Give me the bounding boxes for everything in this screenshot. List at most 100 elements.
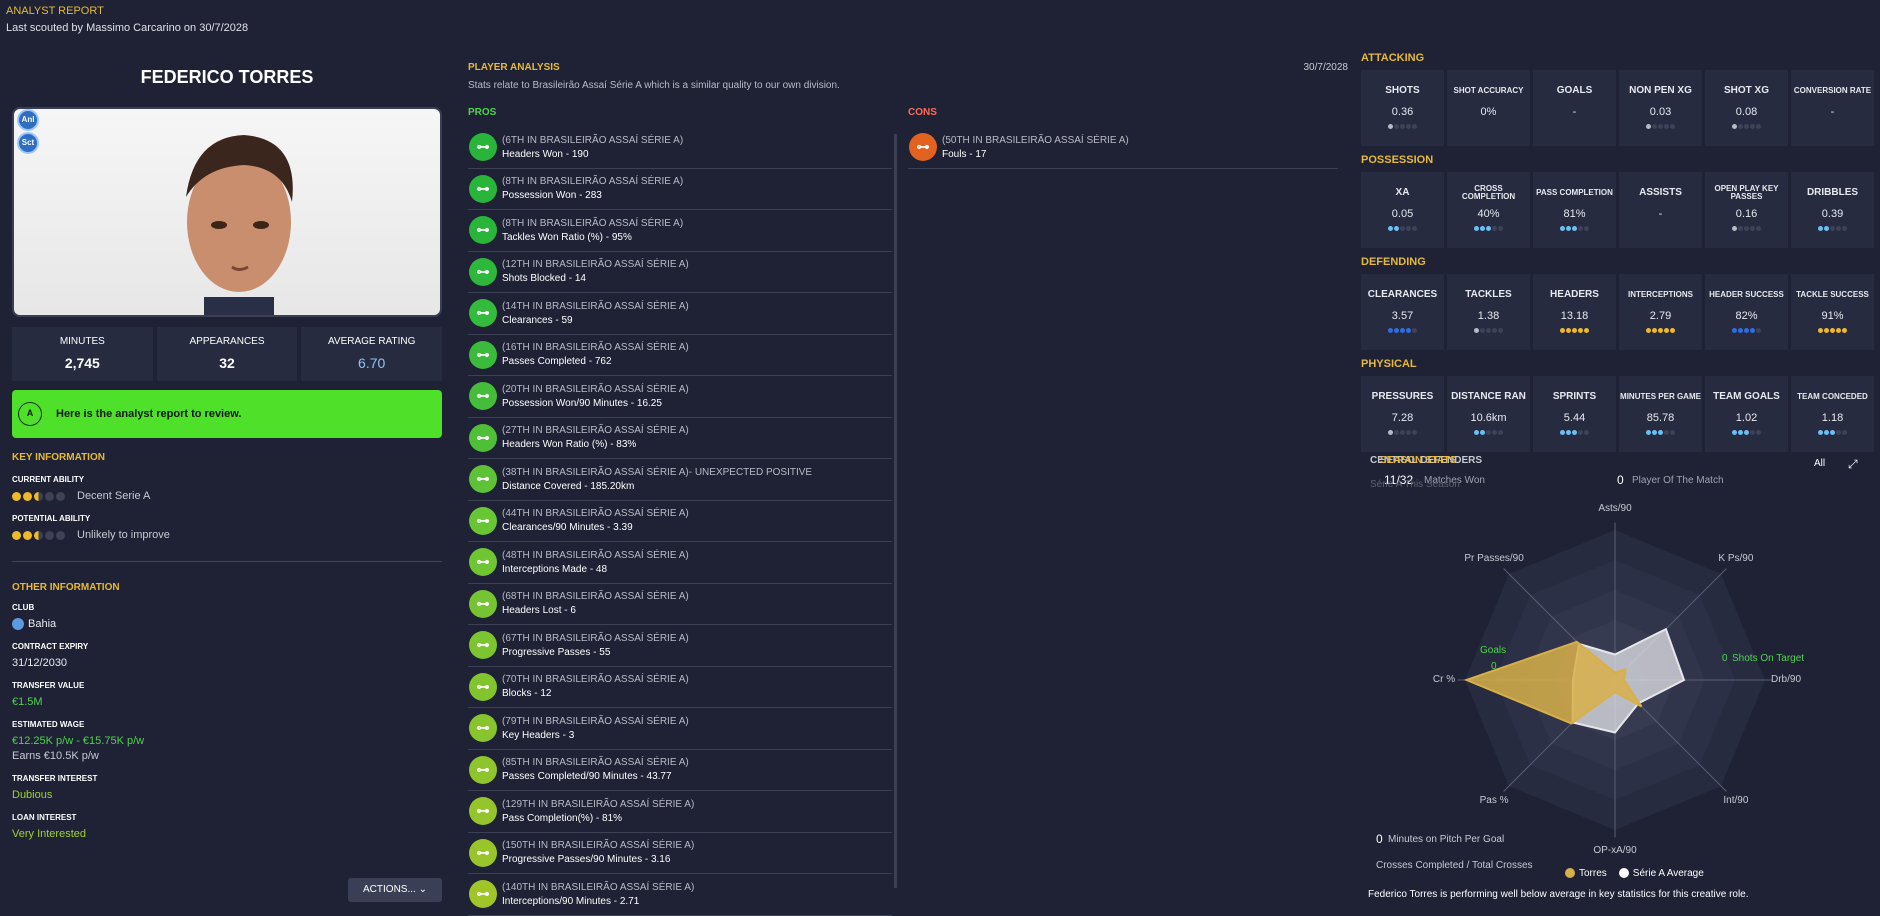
pro-row[interactable]: ⊶ (38TH IN BRASILEIRÃO ASSAÍ SÉRIE A)- UN… [468,459,892,501]
row-rank: (67TH IN BRASILEIRÃO ASSAÍ SÉRIE A) [502,632,689,644]
stat-card[interactable]: DRIBBLES 0.39 [1791,172,1874,248]
legend-player: Torres [1565,868,1607,879]
stat-card[interactable]: HEADER SUCCESS 82% [1705,274,1788,350]
shots-on-target-label: Shots On Target [1732,653,1805,664]
stat-card[interactable]: TEAM CONCEDED 1.18 [1791,376,1874,452]
loan-interest-value: Very Interested [12,828,86,841]
radar-axis-label: Drb/90 [1770,674,1801,685]
stat-card-value: 0.16 [1735,208,1758,220]
pro-row[interactable]: ⊶ (6TH IN BRASILEIRÃO ASSAÍ SÉRIE A) Heade… [468,127,892,169]
scout-badge[interactable]: Sct [17,132,39,154]
stat-card-label: DISTANCE RAN [1451,390,1526,402]
stat-card[interactable]: HEADERS 13.18 [1533,274,1616,350]
pro-row[interactable]: ⊶ (12TH IN BRASILEIRÃO ASSAÍ SÉRIE A) Shot… [468,252,892,293]
stat-positive-icon: ⊶ [469,133,497,162]
stat-card[interactable]: SHOTS 0.36 [1361,70,1444,146]
pro-row[interactable]: ⊶ (129TH IN BRASILEIRÃO ASSAÍ SÉRIE A) Pas… [468,791,892,833]
pro-row[interactable]: ⊶ (8TH IN BRASILEIRÃO ASSAÍ SÉRIE A) Posse… [468,169,892,210]
pro-row[interactable]: ⊶ (85TH IN BRASILEIRÃO ASSAÍ SÉRIE A) Pass… [468,750,892,791]
stat-card[interactable]: MINUTES PER GAME 85.78 [1619,376,1702,452]
stat-card[interactable]: XA 0.05 [1361,172,1444,248]
row-rank: (8TH IN BRASILEIRÃO ASSAÍ SÉRIE A) [502,217,684,229]
stat-card[interactable]: TACKLES 1.38 [1447,274,1530,350]
stat-card[interactable]: GOALS - [1533,70,1616,146]
filter-dropdown[interactable]: All [1814,458,1826,469]
row-rank: (50TH IN BRASILEIRÃO ASSAÍ SÉRIE A) [942,134,1129,146]
expand-icon[interactable]: ⤢ [1848,457,1858,471]
contract-value: 31/12/2030 [12,657,68,670]
cons-title: CONS [908,107,937,118]
club-label: CLUB [12,603,35,612]
pro-row[interactable]: ⊶ (27TH IN BRASILEIRÃO ASSAÍ SÉRIE A) Head… [468,418,892,459]
con-row[interactable]: ⊶ (50TH IN BRASILEIRÃO ASSAÍ SÉRIE A) Foul… [908,127,1338,169]
key-info-title: KEY INFORMATION [12,452,105,463]
stat-cards: ATTACKING SHOTS 0.36 SHOT ACCURACY 0% GOALS - N… [1361,52,1875,460]
current-ability-stars [12,491,65,501]
stat-card[interactable]: SHOT ACCURACY 0% [1447,70,1530,146]
stat-card[interactable]: INTERCEPTIONS 2.79 [1619,274,1702,350]
stat-card[interactable]: OPEN PLAY KEY PASSES 0.16 [1705,172,1788,248]
stat-card[interactable]: TEAM GOALS 1.02 [1705,376,1788,452]
actions-button[interactable]: ACTIONS... ⌄ [348,878,442,902]
stat-card-label: MINUTES PER GAME [1620,391,1701,401]
stat-card-label: SHOT ACCURACY [1453,85,1524,95]
stat-card-label: TACKLE SUCCESS [1796,289,1869,299]
stat-positive-icon: ⊶ [469,257,497,286]
stat-card[interactable]: SHOT XG 0.08 [1705,70,1788,146]
category-cards: SHOTS 0.36 SHOT ACCURACY 0% GOALS - NON PEN XG… [1361,70,1875,146]
stat-card[interactable]: SPRINTS 5.44 [1533,376,1616,452]
pro-row[interactable]: ⊶ (16TH IN BRASILEIRÃO ASSAÍ SÉRIE A) Pass… [468,335,892,376]
cons-list: CONS ⊶ (50TH IN BRASILEIRÃO ASSAÍ SÉRIE A… [908,107,1338,169]
wage-value: €12.25K p/w - €15.75K p/w [12,735,145,748]
pro-row[interactable]: ⊶ (8TH IN BRASILEIRÃO ASSAÍ SÉRIE A) Tackl… [468,210,892,252]
stat-card-value: 0% [1480,106,1497,118]
pro-row[interactable]: ⊶ (140TH IN BRASILEIRÃO ASSAÍ SÉRIE A) Int… [468,874,892,916]
stat-card-label: PASS COMPLETION [1536,187,1613,197]
goals-value: 0 [1491,661,1497,672]
stat-card[interactable]: PASS COMPLETION 81% [1533,172,1616,248]
stat-card[interactable]: ASSISTS - [1619,172,1702,248]
pro-row[interactable]: ⊶ (67TH IN BRASILEIRÃO ASSAÍ SÉRIE A) Prog… [468,625,892,667]
row-rank: (85TH IN BRASILEIRÃO ASSAÍ SÉRIE A) [502,757,689,769]
stat-positive-icon: ⊶ [469,465,497,494]
stat-card-value: 7.28 [1391,412,1414,424]
row-stat: Headers Won - 190 [502,148,589,160]
pro-row[interactable]: ⊶ (70TH IN BRASILEIRÃO ASSAÍ SÉRIE A) Bloc… [468,667,892,708]
stat-positive-icon: ⊶ [469,672,497,701]
stat-card[interactable]: NON PEN XG 0.03 [1619,70,1702,146]
stat-card-label: CROSS COMPLETION [1461,183,1516,201]
row-rank: (44TH IN BRASILEIRÃO ASSAÍ SÉRIE A) [502,508,689,520]
pros-scrollbar[interactable] [894,134,897,888]
pro-row[interactable]: ⊶ (48TH IN BRASILEIRÃO ASSAÍ SÉRIE A) Inte… [468,542,892,584]
row-rank: (48TH IN BRASILEIRÃO ASSAÍ SÉRIE A) [502,549,689,561]
wage-label: ESTIMATED WAGE [12,720,85,730]
stat-card-value: 13.18 [1560,310,1589,322]
radar-axis-label: OP-xA/90 [1593,845,1637,856]
pro-row[interactable]: ⊶ (68TH IN BRASILEIRÃO ASSAÍ SÉRIE A) Head… [468,584,892,625]
analyst-badge[interactable]: Anl [17,109,39,131]
pro-row[interactable]: ⊶ (44TH IN BRASILEIRÃO ASSAÍ SÉRIE A) Clea… [468,501,892,542]
report-subtitle: Last scouted by Massimo Carcarino on 30/… [6,22,249,34]
matches-won-value: 11/32 [1384,473,1414,487]
stat-card[interactable]: DISTANCE RAN 10.6km [1447,376,1530,452]
analyst-notice[interactable]: A Here is the analyst report to review. [12,390,442,438]
pro-row[interactable]: ⊶ (20TH IN BRASILEIRÃO ASSAÍ SÉRIE A) Poss… [468,376,892,418]
stat-card[interactable]: TACKLE SUCCESS 91% [1791,274,1874,350]
row-rank: (27TH IN BRASILEIRÃO ASSAÍ SÉRIE A) [502,425,689,437]
stat-card[interactable]: CONVERSION RATE - [1791,70,1874,146]
pro-row[interactable]: ⊶ (79TH IN BRASILEIRÃO ASSAÍ SÉRIE A) Key … [468,708,892,750]
earns-value: Earns €10.5K p/w [12,750,99,763]
stat-card[interactable]: CLEARANCES 3.57 [1361,274,1444,350]
stat-card-value: 1.18 [1821,412,1844,424]
stat-average-rating: AVERAGE RATING 6.70 [301,327,443,381]
row-stat: Interceptions/90 Minutes - 2.71 [502,895,640,907]
stat-card[interactable]: CROSS COMPLETION 40% [1447,172,1530,248]
stat-card-rating [1705,328,1788,333]
pro-row[interactable]: ⊶ (150TH IN BRASILEIRÃO ASSAÍ SÉRIE A) Pro… [468,833,892,874]
crosses-label: Crosses Completed / Total Crosses [1376,860,1533,871]
stat-card-value: 0.08 [1735,106,1758,118]
pro-row[interactable]: ⊶ (14TH IN BRASILEIRÃO ASSAÍ SÉRIE A) Clea… [468,293,892,335]
stat-card[interactable]: PRESSURES 7.28 [1361,376,1444,452]
club-value[interactable]: Bahia [12,618,442,631]
stat-card-value: 0.03 [1649,106,1672,118]
